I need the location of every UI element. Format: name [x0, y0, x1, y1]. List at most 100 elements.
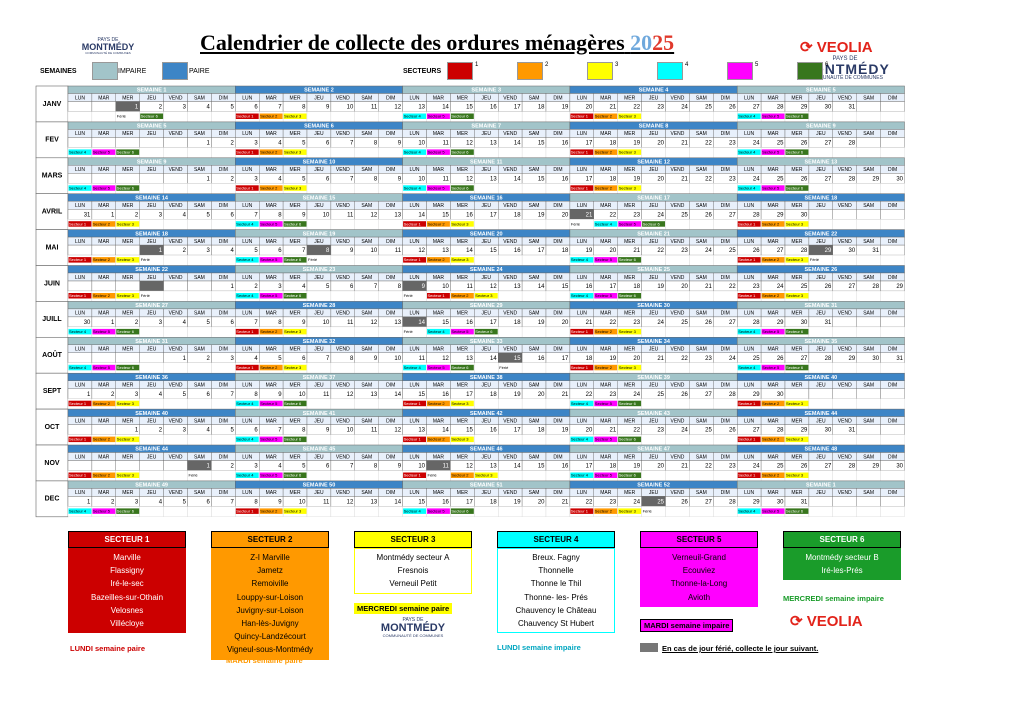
day-name: VEND	[336, 418, 350, 424]
day-number: 30	[84, 320, 91, 326]
title: Calendrier de collecte des ordures ménag…	[200, 30, 674, 56]
day-number: 10	[418, 464, 425, 470]
tag-cell	[474, 362, 499, 374]
tag-cell	[330, 254, 355, 266]
week-label: SEMAINE 40	[135, 411, 168, 417]
day-name: MER	[624, 383, 636, 389]
day-name: JEU	[314, 454, 324, 460]
tag-cell	[808, 362, 833, 374]
day-number: 18	[490, 499, 497, 505]
commune: Montmédy secteur A	[376, 553, 450, 562]
day-name: VEND	[169, 95, 183, 101]
day-number: 13	[371, 392, 378, 398]
sector-tag-label: Secteur 3	[451, 257, 469, 262]
sector-tag-label: Secteur 1	[236, 185, 254, 190]
day-name: LUN	[242, 275, 252, 281]
week-label: SEMAINE 42	[470, 411, 503, 417]
day-name: JEU	[482, 311, 492, 317]
logo-montmedy-bottom: PAYS DE MONTMÉDY COMMUNAUTÉ DE COMMUNES	[368, 618, 458, 638]
day-name: VEND	[670, 95, 684, 101]
tag-cell	[163, 254, 188, 266]
sector-box: SECTEUR 3 Montmédy secteur A Fresnois Verne…	[354, 531, 472, 594]
tag-cell	[139, 219, 164, 230]
day-name: VEND	[336, 311, 350, 317]
tag-cell	[378, 254, 403, 266]
sector-tag-label: Secteur 1	[428, 293, 446, 298]
year: 2025	[630, 30, 675, 55]
sector-tag-label: Secteur 2	[93, 293, 111, 298]
sector-tag	[450, 185, 474, 191]
day-name: LUN	[577, 167, 587, 173]
tag-cell	[378, 434, 403, 446]
day-number: 28	[849, 464, 856, 470]
week-label: SEMAINE 45	[303, 447, 336, 453]
sector-tag-label: Secteur 3	[117, 437, 135, 442]
day-name: MER	[289, 167, 301, 173]
day-name: JEU	[649, 95, 659, 101]
day-number: 28	[849, 176, 856, 182]
day-name: MER	[791, 203, 803, 209]
tag-cell	[187, 326, 212, 338]
sector-tag-label: Secteur 5	[451, 329, 469, 334]
day-name: DIM	[219, 275, 228, 281]
tag-cell	[713, 326, 738, 338]
tag-cell	[211, 254, 236, 266]
sector-tag-label: Secteur 1	[571, 149, 589, 154]
week-label: SEMAINE 50	[303, 483, 336, 489]
sector-tag-label: Secteur 1	[404, 437, 422, 442]
day-number: 29	[801, 105, 808, 111]
day-name: LUN	[242, 383, 252, 389]
sector-number: 1	[475, 62, 479, 68]
day-name: DIM	[553, 95, 562, 101]
day-cell	[91, 460, 117, 471]
tag-cell	[139, 183, 164, 194]
day-name: JEU	[649, 275, 659, 281]
tag-cell	[211, 290, 236, 302]
sector-tag	[761, 185, 785, 191]
day-name: MAR	[266, 275, 278, 281]
day-number: 29	[896, 284, 903, 290]
day-name: VEND	[169, 418, 183, 424]
day-name: MER	[122, 95, 134, 101]
day-name: LUN	[577, 311, 587, 317]
logo-veolia-bottom: ⟳ VEOLIA	[790, 613, 863, 630]
tag-cell	[378, 326, 403, 338]
day-name: MER	[624, 203, 636, 209]
sector-tag	[235, 149, 259, 155]
sector-tag-label: Secteur 4	[404, 185, 422, 190]
sector-tag-label: Secteur 3	[619, 329, 637, 334]
sector-tag-label: Secteur 3	[284, 329, 302, 334]
sector-tag-label: Secteur 1	[571, 114, 589, 119]
day-name: DIM	[888, 95, 897, 101]
day-number: 10	[347, 428, 354, 434]
tag-cell	[856, 254, 881, 266]
tag-cell	[163, 470, 188, 482]
day-number: 12	[418, 248, 425, 254]
day-number: 22	[610, 212, 617, 218]
sector-tag-label: Secteur 3	[117, 257, 135, 262]
day-name: VEND	[336, 167, 350, 173]
tag-cell	[139, 326, 164, 338]
sector-tag-label: Secteur 3	[284, 114, 302, 119]
day-number: 18	[562, 248, 569, 254]
tag-cell	[474, 506, 499, 517]
tag-cell	[713, 506, 738, 517]
day-name: LUN	[744, 275, 754, 281]
day-name: LUN	[410, 383, 420, 389]
tag-cell	[163, 147, 188, 158]
day-number: 16	[562, 140, 569, 146]
day-name: VEND	[169, 454, 183, 460]
sector-tag-label: Férié	[308, 257, 318, 262]
week-label: SEMAINE 40	[804, 375, 837, 381]
day-cell	[808, 496, 834, 507]
month-label: FEV	[45, 137, 59, 144]
day-name: MAR	[433, 203, 445, 209]
day-number: 22	[586, 392, 593, 398]
sector-tag-label: Secteur 1	[69, 401, 87, 406]
day-number: 12	[394, 428, 401, 434]
tag-cell	[689, 434, 714, 446]
sector-tag-label: Secteur 6	[284, 473, 302, 478]
sector-tag-label: Secteur 3	[284, 508, 302, 513]
day-name: MAR	[98, 311, 110, 317]
sector-tag-label: Secteur 1	[738, 401, 756, 406]
